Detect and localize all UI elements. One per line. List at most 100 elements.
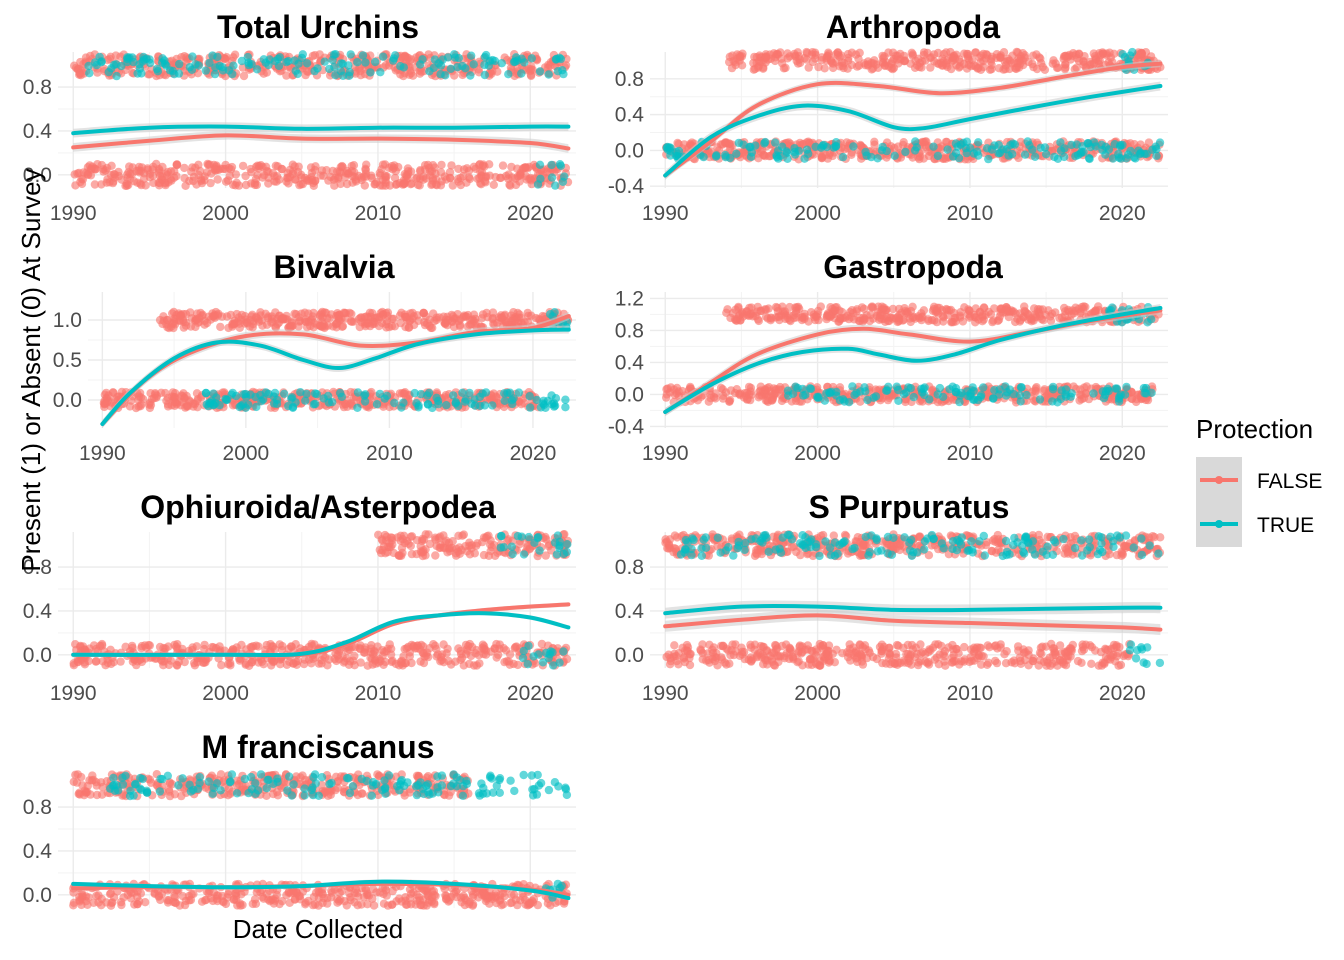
panel-title: Bivalvia — [274, 249, 395, 285]
data-point-true — [505, 388, 515, 397]
data-point-true — [239, 390, 248, 399]
data-point-true — [85, 69, 94, 78]
data-point-false — [454, 531, 463, 540]
data-point-false — [723, 305, 732, 314]
data-point-true — [358, 51, 368, 60]
data-point-false — [792, 303, 801, 312]
data-point-false — [125, 162, 134, 171]
data-point-true — [782, 147, 791, 156]
data-point-false — [419, 649, 428, 658]
data-point-false — [142, 643, 151, 652]
data-point-true — [541, 648, 551, 658]
data-point-false — [381, 536, 391, 545]
data-point-false — [458, 70, 467, 80]
data-point-true — [1001, 382, 1010, 391]
data-point-false — [93, 160, 102, 169]
data-point-true — [1048, 382, 1058, 392]
data-point-false — [1020, 306, 1029, 316]
data-point-false — [804, 63, 813, 72]
data-point-false — [225, 171, 234, 180]
data-point-true — [138, 57, 147, 66]
data-point-true — [1099, 394, 1109, 403]
data-point-false — [381, 175, 390, 185]
data-point-false — [431, 169, 440, 178]
data-point-false — [973, 64, 982, 73]
data-point-true — [360, 391, 369, 400]
data-point-false — [816, 302, 825, 311]
data-point-false — [216, 322, 225, 332]
data-point-false — [76, 641, 85, 651]
data-point-true — [1028, 145, 1037, 154]
data-point-true — [508, 549, 517, 559]
data-point-false — [1089, 59, 1099, 68]
data-point-true — [323, 391, 333, 401]
data-point-true — [390, 398, 399, 408]
data-point-true — [325, 64, 334, 74]
data-point-true — [504, 70, 513, 79]
data-point-false — [441, 391, 450, 400]
data-point-true — [346, 50, 355, 59]
data-point-true — [734, 138, 743, 148]
data-point-true — [236, 401, 246, 410]
data-point-true — [910, 146, 920, 155]
data-point-false — [885, 313, 894, 322]
data-point-false — [228, 320, 237, 329]
data-point-true — [209, 389, 218, 398]
data-point-false — [479, 550, 489, 560]
data-point-false — [154, 178, 163, 187]
data-point-true — [467, 51, 476, 60]
data-point-true — [533, 533, 542, 543]
data-point-false — [971, 48, 980, 57]
data-point-false — [180, 174, 189, 183]
data-point-false — [373, 642, 382, 651]
data-point-false — [847, 150, 856, 159]
data-point-false — [366, 312, 375, 321]
data-point-true — [527, 54, 536, 63]
data-point-true — [556, 54, 566, 64]
data-point-true — [379, 52, 388, 61]
data-point-true — [336, 388, 345, 398]
data-point-false — [275, 175, 284, 184]
data-point-false — [891, 51, 900, 60]
data-point-true — [344, 61, 353, 70]
data-point-true — [666, 151, 675, 160]
data-point-false — [450, 314, 459, 323]
data-point-false — [197, 178, 207, 188]
data-point-false — [909, 312, 918, 322]
data-point-false — [838, 313, 848, 323]
data-point-true — [111, 60, 121, 69]
data-point-false — [489, 180, 498, 189]
data-point-true — [925, 395, 934, 404]
data-point-true — [901, 388, 911, 397]
data-point-true — [275, 53, 284, 62]
data-point-true — [497, 59, 506, 68]
data-point-true — [814, 392, 823, 401]
data-point-true — [313, 64, 322, 73]
data-point-false — [143, 165, 152, 175]
data-point-false — [195, 166, 205, 176]
data-point-true — [935, 383, 945, 393]
data-point-true — [514, 388, 524, 397]
data-point-false — [448, 181, 457, 190]
data-point-false — [308, 51, 318, 61]
data-point-false — [230, 50, 240, 59]
data-point-true — [869, 393, 878, 402]
data-point-false — [394, 162, 403, 172]
data-point-false — [527, 311, 536, 320]
data-point-false — [951, 317, 960, 326]
data-point-true — [948, 382, 957, 391]
data-point-true — [1118, 50, 1127, 59]
data-point-true — [399, 63, 408, 72]
panel-title: Total Urchins — [217, 9, 419, 45]
data-point-true — [372, 400, 382, 409]
data-point-false — [152, 159, 161, 169]
data-point-false — [238, 161, 248, 171]
x-tick-label: 2010 — [947, 202, 994, 225]
data-point-false — [1052, 63, 1062, 73]
data-point-false — [432, 652, 441, 661]
y-tick-label: 0.8 — [615, 68, 644, 91]
y-tick-label: 0.0 — [23, 164, 52, 187]
data-point-false — [125, 174, 135, 184]
